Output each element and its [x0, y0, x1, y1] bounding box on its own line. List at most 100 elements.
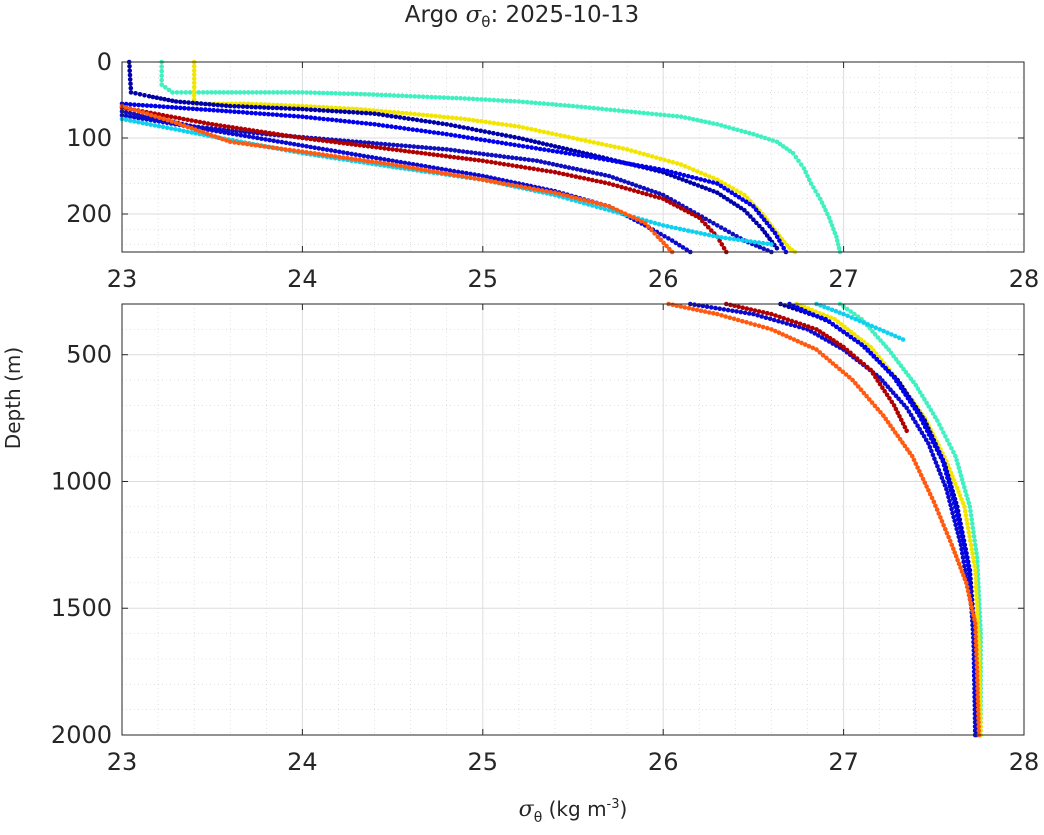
data-point — [308, 107, 314, 112]
data-point — [394, 159, 400, 164]
data-point — [316, 137, 322, 143]
data-point — [952, 518, 957, 524]
data-point — [731, 201, 737, 206]
data-point — [903, 369, 909, 375]
data-point — [734, 188, 739, 193]
data-point — [337, 149, 342, 155]
data-point — [242, 133, 248, 139]
data-point — [703, 186, 708, 191]
data-point — [419, 128, 424, 133]
data-point — [275, 90, 280, 95]
data-point — [678, 162, 684, 167]
data-point — [342, 109, 348, 115]
data-point — [341, 150, 346, 155]
data-point — [291, 141, 297, 147]
data-point — [464, 149, 470, 155]
data-point — [370, 92, 376, 97]
data-point — [614, 159, 619, 164]
data-point — [465, 135, 471, 140]
data-point — [501, 154, 507, 159]
data-point — [707, 120, 712, 125]
data-point — [664, 198, 670, 203]
data-point — [955, 461, 960, 467]
data-point — [123, 105, 129, 110]
data-point — [366, 140, 372, 146]
data-point — [493, 153, 499, 158]
data-point — [173, 115, 178, 120]
data-point — [226, 124, 231, 130]
data-point — [970, 525, 976, 531]
data-point — [443, 167, 449, 173]
data-point — [940, 458, 946, 464]
data-point — [425, 113, 430, 118]
data-point — [881, 341, 886, 346]
data-point — [213, 90, 218, 95]
data-point — [961, 573, 966, 578]
data-point — [694, 307, 700, 313]
data-point — [861, 320, 866, 325]
data-point — [945, 438, 950, 443]
data-point — [917, 413, 922, 418]
data-point — [776, 330, 782, 336]
data-point — [880, 385, 885, 391]
data-point — [769, 311, 774, 317]
data-point — [140, 116, 145, 121]
data-point — [963, 513, 969, 518]
data-point — [433, 95, 438, 100]
data-point — [668, 200, 673, 205]
data-point — [661, 240, 666, 246]
data-point — [929, 495, 935, 501]
data-point — [478, 137, 484, 142]
data-point — [715, 122, 720, 127]
chart-title: Argo σθ: 2025-10-13 — [0, 0, 1044, 37]
data-point — [136, 115, 141, 121]
data-point — [699, 118, 704, 124]
x-tick-label: 27 — [828, 265, 859, 293]
data-point — [411, 144, 417, 149]
data-point — [703, 119, 708, 125]
data-point — [645, 152, 651, 158]
data-point — [957, 493, 963, 498]
data-point — [562, 164, 568, 169]
data-point — [394, 147, 400, 153]
data-point — [757, 223, 762, 229]
data-point — [868, 367, 873, 373]
data-point — [629, 148, 634, 153]
x-axis-units: (kg m — [542, 797, 607, 821]
data-point — [906, 373, 911, 378]
data-point — [629, 109, 634, 115]
data-point — [707, 187, 712, 193]
data-point — [472, 157, 477, 163]
data-point — [669, 169, 674, 175]
data-point — [468, 171, 473, 177]
data-point — [283, 133, 289, 138]
data-point — [904, 405, 909, 411]
data-point — [822, 317, 828, 323]
data-point — [780, 332, 785, 337]
data-point — [393, 124, 399, 130]
data-point — [510, 182, 515, 188]
data-point — [136, 102, 141, 108]
data-point — [402, 160, 408, 166]
data-point — [325, 90, 330, 96]
data-point — [174, 90, 180, 95]
data-point — [452, 123, 458, 129]
data-point — [583, 138, 588, 143]
data-point — [593, 155, 598, 161]
data-point — [332, 148, 338, 154]
data-point — [300, 143, 305, 148]
data-point — [398, 148, 404, 153]
data-point — [770, 227, 775, 232]
data-point — [491, 130, 496, 136]
data-point — [535, 187, 541, 192]
data-point — [867, 397, 872, 402]
data-point — [787, 335, 793, 341]
data-point — [211, 107, 216, 113]
data-point — [958, 542, 964, 548]
data-point — [477, 151, 482, 156]
data-point — [767, 224, 772, 229]
data-point — [414, 117, 420, 123]
data-point — [853, 316, 858, 322]
data-point — [378, 156, 383, 161]
data-point — [383, 92, 389, 98]
